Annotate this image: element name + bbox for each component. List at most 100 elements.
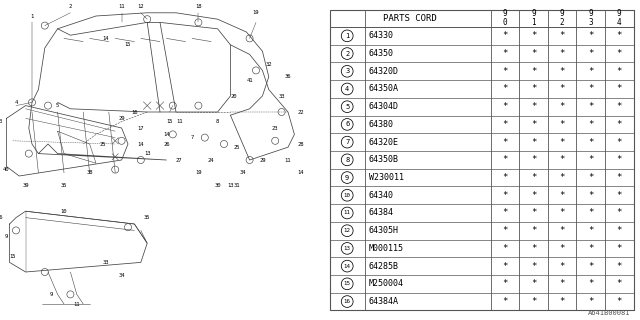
Text: *: * (616, 84, 622, 93)
Text: 64384A: 64384A (369, 297, 399, 306)
Text: 14: 14 (163, 132, 170, 137)
Text: *: * (502, 191, 508, 200)
Text: *: * (616, 31, 622, 40)
Text: 10: 10 (61, 209, 67, 214)
Text: 9
3: 9 3 (588, 9, 593, 27)
Text: 26: 26 (163, 141, 170, 147)
Text: 11: 11 (344, 211, 351, 215)
Text: *: * (502, 279, 508, 288)
Text: 13: 13 (227, 183, 234, 188)
Text: 29: 29 (259, 157, 266, 163)
Text: *: * (588, 297, 593, 306)
Text: 19: 19 (253, 10, 259, 15)
Text: 9
4: 9 4 (617, 9, 621, 27)
Text: *: * (502, 244, 508, 253)
Text: 14: 14 (344, 264, 351, 268)
Text: 11: 11 (118, 4, 125, 9)
Text: *: * (531, 191, 536, 200)
Text: *: * (531, 244, 536, 253)
Text: *: * (559, 262, 565, 271)
Text: PARTS CORD: PARTS CORD (383, 14, 437, 23)
Text: 36: 36 (285, 74, 291, 79)
Text: 64305H: 64305H (369, 226, 399, 235)
Text: *: * (559, 208, 565, 218)
Text: 12: 12 (344, 228, 351, 233)
Text: *: * (531, 49, 536, 58)
Text: *: * (616, 262, 622, 271)
Text: *: * (559, 297, 565, 306)
Text: 9
0: 9 0 (502, 9, 508, 27)
Text: *: * (502, 31, 508, 40)
Text: 64320E: 64320E (369, 138, 399, 147)
Text: 18: 18 (195, 4, 202, 9)
Text: 28: 28 (298, 141, 304, 147)
Text: *: * (531, 226, 536, 235)
Text: *: * (616, 67, 622, 76)
Text: *: * (531, 31, 536, 40)
Text: 15: 15 (344, 281, 351, 286)
Text: *: * (559, 191, 565, 200)
Text: 64340: 64340 (369, 191, 394, 200)
Text: *: * (588, 49, 593, 58)
Text: 20: 20 (230, 93, 237, 99)
Text: 13: 13 (344, 246, 351, 251)
Text: 8: 8 (216, 119, 220, 124)
Text: 64384: 64384 (369, 208, 394, 218)
Text: 16: 16 (131, 109, 138, 115)
Text: *: * (559, 155, 565, 164)
Text: *: * (588, 155, 593, 164)
Text: *: * (502, 120, 508, 129)
Text: *: * (559, 49, 565, 58)
Text: *: * (588, 173, 593, 182)
Text: *: * (616, 279, 622, 288)
Text: 5: 5 (56, 103, 60, 108)
Text: 33: 33 (278, 93, 285, 99)
Text: 24: 24 (208, 157, 214, 163)
Text: 1: 1 (345, 33, 349, 39)
Text: *: * (588, 208, 593, 218)
Text: 15: 15 (166, 119, 173, 124)
Text: 4: 4 (345, 86, 349, 92)
Text: 3: 3 (0, 119, 2, 124)
Text: 15: 15 (125, 42, 131, 47)
Text: 17: 17 (138, 125, 144, 131)
Text: *: * (616, 208, 622, 218)
Text: *: * (616, 138, 622, 147)
Text: *: * (588, 279, 593, 288)
Text: *: * (502, 155, 508, 164)
Text: 16: 16 (344, 299, 351, 304)
Text: 33: 33 (102, 260, 109, 265)
Text: 7: 7 (345, 139, 349, 145)
Text: 14: 14 (102, 36, 109, 41)
Text: *: * (531, 102, 536, 111)
Text: *: * (588, 244, 593, 253)
Text: 4: 4 (14, 100, 18, 105)
Text: *: * (559, 279, 565, 288)
Text: 34: 34 (118, 273, 125, 278)
Text: 39: 39 (22, 183, 29, 188)
Text: 41: 41 (246, 77, 253, 83)
Text: M000115: M000115 (369, 244, 404, 253)
Text: *: * (502, 138, 508, 147)
Text: 2: 2 (68, 4, 72, 9)
Text: *: * (616, 226, 622, 235)
Text: *: * (559, 173, 565, 182)
Text: *: * (588, 138, 593, 147)
Text: 32: 32 (266, 61, 272, 67)
Text: *: * (559, 84, 565, 93)
Text: 9
1: 9 1 (531, 9, 536, 27)
Text: *: * (588, 226, 593, 235)
Text: 64330: 64330 (369, 31, 394, 40)
Text: *: * (502, 49, 508, 58)
Text: 1: 1 (30, 13, 34, 19)
Text: *: * (531, 120, 536, 129)
Text: 35: 35 (61, 183, 67, 188)
Text: *: * (616, 102, 622, 111)
Text: *: * (616, 191, 622, 200)
Text: M250004: M250004 (369, 279, 404, 288)
Text: 64350B: 64350B (369, 155, 399, 164)
Text: 9: 9 (345, 174, 349, 180)
Text: *: * (616, 297, 622, 306)
Text: *: * (559, 67, 565, 76)
Text: 6: 6 (345, 121, 349, 127)
